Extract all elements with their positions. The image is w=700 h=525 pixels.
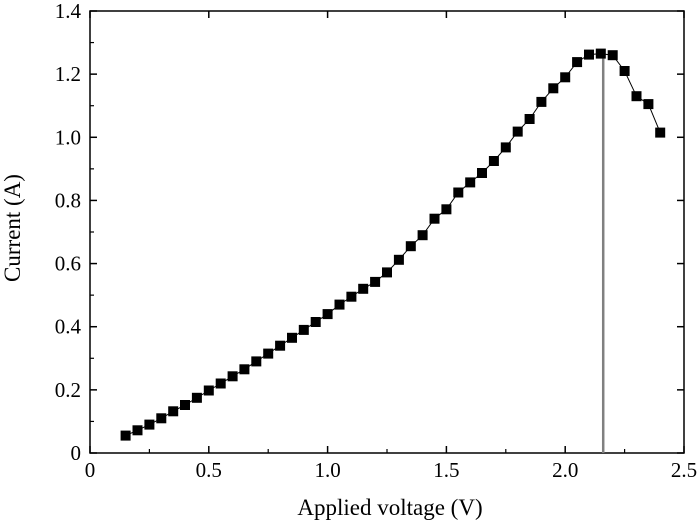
data-point — [417, 230, 428, 241]
y-axis-label: Current (A) — [0, 174, 25, 282]
data-point — [512, 126, 523, 137]
data-point — [156, 413, 167, 424]
data-point — [405, 241, 416, 252]
y-tick-label: 0.4 — [55, 315, 82, 339]
data-point — [584, 49, 594, 60]
data-point — [477, 168, 487, 178]
x-axis-label: Applied voltage (V) — [297, 495, 482, 520]
data-point — [144, 419, 155, 430]
axes — [89, 10, 685, 454]
x-tick-label: 0 — [85, 458, 96, 482]
data-point — [536, 96, 547, 107]
data-point — [287, 332, 297, 343]
data-point — [346, 291, 357, 302]
data-point — [560, 72, 571, 83]
data-point — [227, 371, 238, 382]
data-point — [263, 348, 274, 359]
y-tick-label: 0 — [71, 441, 82, 465]
data-point — [441, 204, 452, 215]
data-point — [358, 283, 369, 294]
x-tick-label: 1.0 — [314, 458, 340, 482]
data-point — [548, 83, 559, 94]
data-point — [572, 57, 583, 68]
data-point — [334, 299, 345, 310]
data-point — [655, 127, 666, 138]
line-layer — [125, 53, 661, 437]
y-tick-label: 0.2 — [55, 378, 81, 402]
data-point — [382, 267, 392, 278]
data-point — [488, 156, 499, 166]
x-tick-label: 2.5 — [671, 458, 697, 482]
data-point — [619, 66, 630, 76]
data-point — [607, 50, 618, 61]
data-point — [251, 356, 262, 367]
data-point — [465, 177, 476, 188]
data-point — [120, 430, 131, 441]
data-point — [631, 91, 642, 102]
data-point — [191, 392, 202, 403]
data-point — [180, 400, 190, 410]
data-point — [393, 254, 404, 265]
data-point — [322, 309, 333, 320]
data-point — [298, 324, 309, 335]
data-point — [132, 425, 143, 436]
data-point — [453, 187, 464, 198]
data-point — [429, 213, 440, 224]
y-tick-label: 1.4 — [55, 0, 82, 23]
data-point — [275, 340, 286, 351]
data-point — [595, 48, 606, 59]
data-point — [524, 114, 535, 124]
x-tick-label: 1.5 — [433, 458, 459, 482]
data-point — [643, 99, 654, 110]
series-line — [125, 53, 661, 437]
data-point — [310, 317, 321, 327]
y-ticks: 0 0.2 0.4 0.6 0.8 1.0 1.2 1.4 — [55, 0, 684, 465]
y-tick-label: 0.6 — [55, 252, 81, 276]
data-point — [370, 276, 381, 287]
data-point — [203, 385, 214, 396]
y-tick-label: 0.8 — [55, 188, 81, 212]
data-point — [500, 142, 511, 153]
data-point — [215, 378, 226, 389]
x-ticks: 0 0.5 1.0 1.5 2.0 2.5 — [85, 11, 697, 482]
data-point — [239, 364, 250, 375]
x-tick-label: 2.0 — [552, 458, 578, 482]
y-tick-label: 1.2 — [55, 62, 81, 86]
y-tick-label: 1.0 — [55, 125, 81, 149]
data-point — [168, 406, 179, 417]
plot-frame — [89, 10, 685, 454]
x-tick-label: 0.5 — [196, 458, 222, 482]
data-points — [120, 48, 666, 441]
